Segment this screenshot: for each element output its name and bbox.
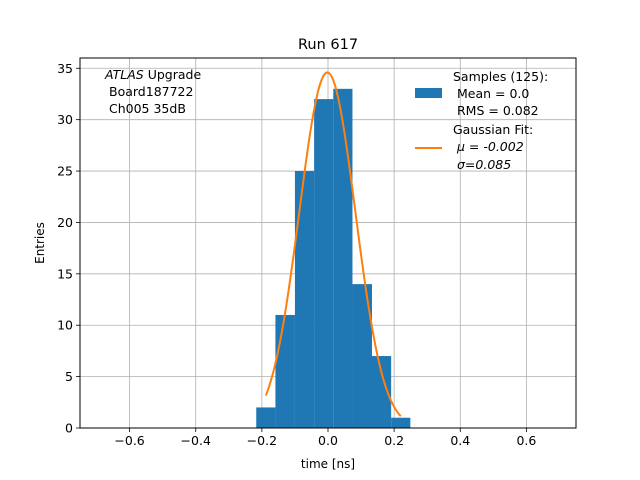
legend-swatch-samples <box>415 88 442 98</box>
x-tick-label: −0.2 <box>247 433 277 448</box>
annotation-line-1: ATLAS Upgrade <box>104 67 201 82</box>
x-tick-label: 0.2 <box>384 433 404 448</box>
y-tick-label: 5 <box>65 369 73 384</box>
annotation-line-3: Ch005 35dB <box>109 101 186 116</box>
legend-samples-label: Samples (125): <box>453 69 548 84</box>
histogram-bar <box>391 417 411 428</box>
y-tick-label: 15 <box>57 266 73 281</box>
legend-sigma-label: σ=0.085 <box>457 157 511 172</box>
x-axis-ticks: −0.6 −0.4 −0.2 0.0 0.2 0.4 0.6 <box>114 428 536 448</box>
histogram-bar <box>352 284 372 428</box>
histogram-bar <box>371 356 392 428</box>
y-tick-label: 10 <box>57 318 73 333</box>
annotation-upgrade: Upgrade <box>144 67 202 82</box>
histogram-bar <box>333 88 353 428</box>
x-tick-label: −0.6 <box>114 433 144 448</box>
histogram-bar <box>275 314 295 428</box>
annotation-line-2: Board187722 <box>109 84 193 99</box>
y-tick-label: 20 <box>57 215 73 230</box>
annotation-box: ATLAS Upgrade Board187722 Ch005 35dB <box>104 67 201 116</box>
y-tick-label: 0 <box>65 421 73 436</box>
histogram-bar <box>256 407 276 428</box>
legend-rms-label: RMS = 0.082 <box>457 103 539 118</box>
histogram-bars <box>256 88 411 429</box>
gaussian-fit-line <box>264 71 402 417</box>
x-tick-label: 0.4 <box>450 433 470 448</box>
x-axis-label: time [ns] <box>301 457 355 471</box>
y-axis-label: Entries <box>33 222 47 264</box>
histogram-bar <box>294 171 315 429</box>
legend-mu-label: μ = -0.002 <box>456 139 524 154</box>
y-tick-label: 25 <box>57 164 73 179</box>
x-tick-label: 0.6 <box>516 433 536 448</box>
annotation-atlas: ATLAS <box>104 67 144 82</box>
legend: Samples (125): Mean = 0.0 RMS = 0.082 Ga… <box>415 69 548 172</box>
y-axis-ticks: 0 5 10 15 20 25 30 35 <box>57 61 80 436</box>
x-tick-label: −0.4 <box>181 433 211 448</box>
legend-mean-label: Mean = 0.0 <box>457 86 529 101</box>
legend-fit-label: Gaussian Fit: <box>453 122 533 137</box>
histogram-bar <box>314 99 334 428</box>
chart-title: Run 617 <box>298 37 358 53</box>
x-tick-label: 0.0 <box>318 433 338 448</box>
y-tick-label: 35 <box>57 61 73 76</box>
y-tick-label: 30 <box>57 112 73 127</box>
